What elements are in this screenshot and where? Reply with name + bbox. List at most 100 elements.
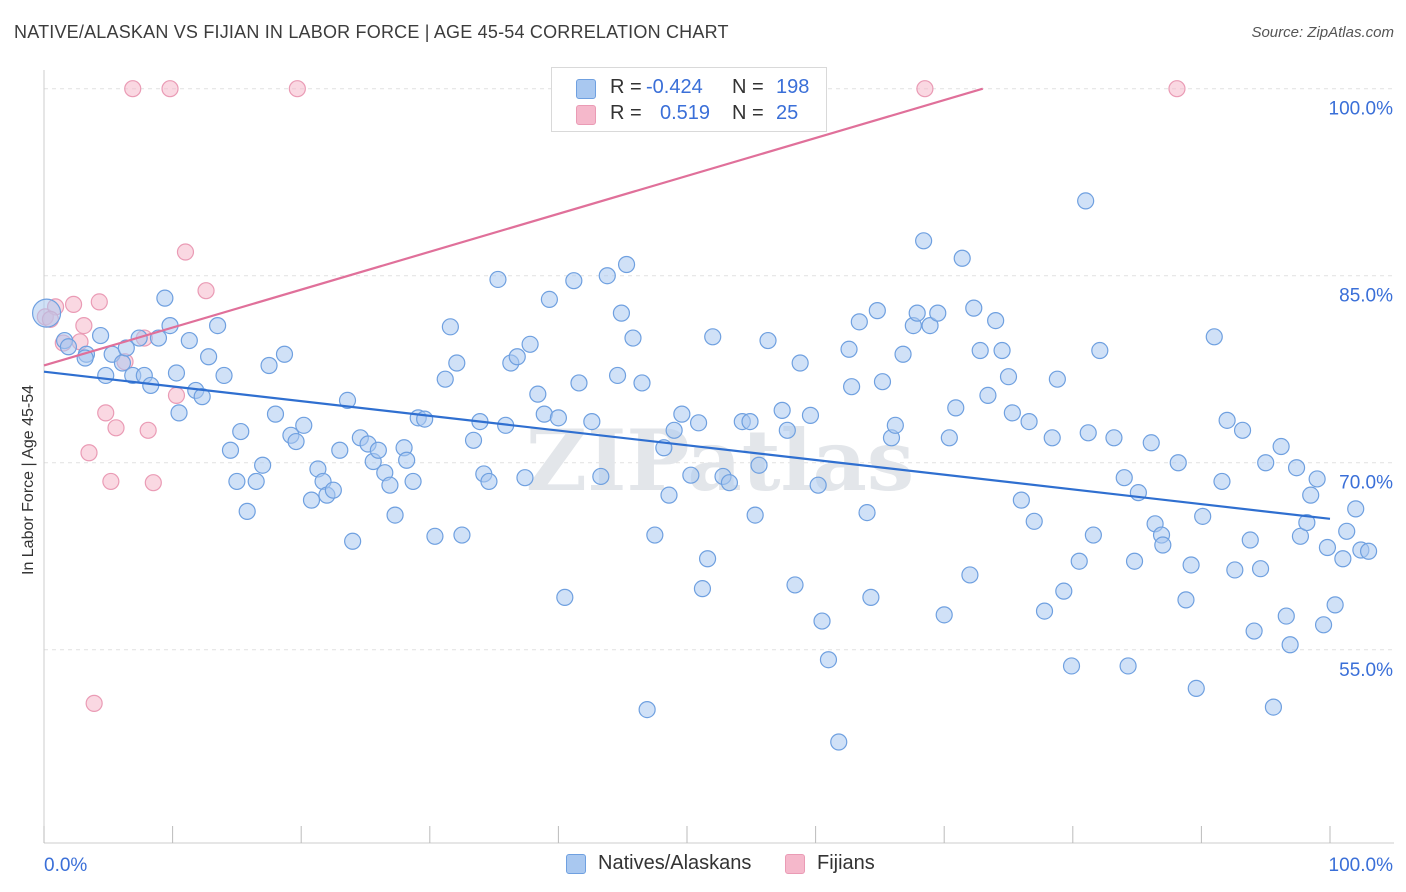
native-point bbox=[773, 401, 791, 419]
native-point bbox=[720, 474, 739, 492]
native-point bbox=[508, 348, 526, 366]
native-point bbox=[971, 341, 989, 360]
native-point bbox=[868, 302, 886, 320]
fijian-point bbox=[167, 386, 186, 405]
n-value: 198 bbox=[776, 76, 810, 98]
native-point bbox=[266, 405, 285, 423]
native-point bbox=[1020, 412, 1038, 431]
native-point bbox=[1241, 531, 1259, 549]
native-point bbox=[873, 373, 892, 391]
legend-fijians-label: Fijians bbox=[817, 852, 875, 874]
fijian-point bbox=[64, 295, 83, 313]
fijian-point bbox=[102, 472, 120, 491]
native-point bbox=[1077, 192, 1095, 210]
native-point bbox=[612, 304, 631, 322]
native-point bbox=[624, 329, 642, 347]
native-point bbox=[1233, 421, 1252, 439]
native-point bbox=[908, 304, 926, 322]
native-point bbox=[1264, 698, 1283, 716]
fijian-point bbox=[124, 80, 142, 98]
native-point bbox=[646, 526, 664, 544]
fijian-point bbox=[97, 404, 115, 422]
native-point bbox=[549, 409, 568, 427]
native-point bbox=[979, 386, 997, 405]
native-point bbox=[344, 532, 362, 550]
fijian-point bbox=[288, 80, 306, 98]
native-point bbox=[556, 588, 574, 606]
native-point bbox=[665, 421, 683, 439]
native-point bbox=[156, 289, 174, 307]
native-point bbox=[238, 502, 256, 520]
native-point bbox=[260, 356, 278, 375]
native-point bbox=[436, 370, 454, 388]
native-point bbox=[689, 414, 708, 432]
native-point bbox=[915, 232, 933, 250]
natives-trend-line bbox=[43, 370, 1331, 520]
native-point bbox=[778, 421, 796, 439]
native-point bbox=[1359, 542, 1378, 560]
native-point bbox=[338, 391, 357, 409]
legend-natives-label: Natives/Alaskans bbox=[598, 852, 752, 874]
native-point bbox=[228, 472, 246, 491]
n-label: N = bbox=[732, 76, 764, 98]
native-point bbox=[386, 506, 404, 524]
native-point bbox=[193, 388, 211, 406]
native-point bbox=[1277, 607, 1295, 625]
native-point bbox=[381, 476, 399, 494]
native-point bbox=[1298, 513, 1316, 532]
native-point bbox=[489, 270, 507, 289]
fijian-point bbox=[176, 243, 195, 261]
native-point bbox=[583, 412, 601, 431]
native-point bbox=[1091, 341, 1109, 360]
native-point bbox=[1035, 602, 1054, 620]
tick-labels: 100.0% 85.0% 70.0% 55.0% 0.0% 100.0% bbox=[44, 99, 1393, 876]
fijian-point bbox=[197, 282, 215, 300]
native-point bbox=[961, 566, 979, 584]
native-point bbox=[59, 338, 78, 356]
native-point bbox=[1245, 622, 1263, 640]
fijian-point bbox=[139, 421, 157, 439]
native-point bbox=[215, 366, 233, 385]
native-point bbox=[167, 364, 186, 382]
native-point bbox=[232, 422, 250, 441]
native-point bbox=[1012, 491, 1030, 509]
native-point bbox=[1070, 552, 1088, 570]
x-tick-label: 100.0% bbox=[1329, 855, 1394, 876]
native-point bbox=[464, 431, 483, 449]
native-point bbox=[1154, 536, 1172, 554]
fijian-point bbox=[85, 694, 103, 712]
natives-swatch bbox=[576, 79, 596, 99]
native-point bbox=[886, 416, 904, 434]
correlation-legend: R = -0.424 N = 198 R = 0.519 N = 25 bbox=[551, 67, 827, 132]
native-point bbox=[633, 374, 651, 392]
native-point bbox=[535, 405, 553, 423]
native-point bbox=[843, 378, 861, 396]
fijian-point bbox=[144, 474, 162, 492]
native-point bbox=[275, 345, 294, 363]
native-point bbox=[1338, 522, 1356, 540]
native-point bbox=[999, 368, 1018, 386]
native-point bbox=[331, 441, 349, 459]
native-point bbox=[894, 345, 912, 363]
native-point bbox=[1048, 370, 1066, 388]
native-point bbox=[1169, 454, 1187, 472]
native-point bbox=[170, 404, 188, 422]
native-point bbox=[1055, 582, 1073, 600]
native-point bbox=[746, 506, 764, 524]
native-point bbox=[987, 312, 1005, 330]
native-point bbox=[801, 406, 820, 424]
native-point bbox=[786, 576, 804, 594]
native-point bbox=[521, 335, 539, 353]
y-tick-label: 70.0% bbox=[1339, 473, 1393, 494]
native-point bbox=[302, 491, 321, 509]
native-point bbox=[1291, 527, 1310, 545]
native-point bbox=[1182, 556, 1200, 574]
native-point bbox=[540, 290, 558, 309]
n-value: 25 bbox=[776, 102, 799, 124]
native-point bbox=[682, 466, 700, 484]
native-point bbox=[295, 416, 313, 434]
native-point bbox=[673, 405, 691, 423]
native-point bbox=[1187, 679, 1205, 698]
native-point bbox=[91, 326, 110, 345]
watermark: ZIPatlas bbox=[526, 411, 914, 510]
